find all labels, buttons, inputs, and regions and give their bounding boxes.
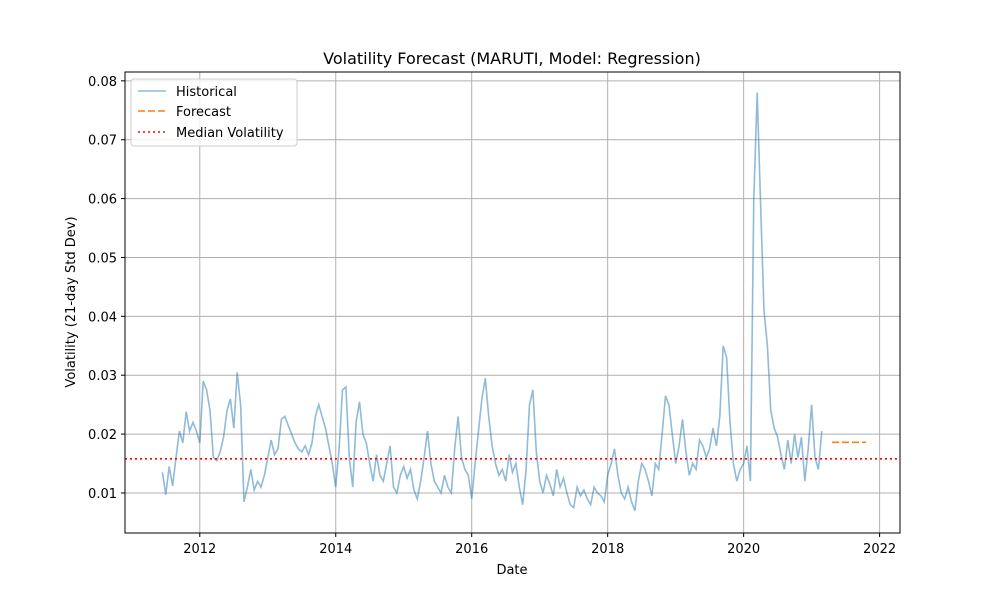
y-tick-label: 0.08 [88,75,117,90]
legend-median-label: Median Volatility [176,126,284,141]
y-tick-label: 0.05 [88,251,117,266]
legend-historical-label: Historical [176,85,237,100]
legend-box [130,78,298,147]
grid-lines [125,72,900,533]
plot-frame [124,71,901,534]
y-tick-label: 0.03 [88,369,117,384]
x-tick-label: 2016 [455,542,488,557]
x-tick-label: 2014 [319,542,352,557]
y-tick-label: 0.06 [88,193,117,208]
x-tick-label: 2020 [727,542,760,557]
x-tick-label: 2018 [591,542,624,557]
y-axis-ticks: 0.01 0.02 0.03 0.04 0.05 0.06 0.07 0.08 [88,75,125,502]
y-tick-label: 0.01 [88,487,117,502]
chart-title: Volatility Forecast (MARUTI, Model: Regr… [323,49,701,68]
x-axis-label: Date [496,563,527,578]
legend-forecast-label: Forecast [176,105,231,120]
y-tick-label: 0.04 [88,310,117,325]
x-tick-label: 2022 [863,542,896,557]
plot-area [125,92,900,511]
x-axis-ticks: 2012 2014 2016 2018 2020 2022 [183,533,896,557]
x-tick-label: 2012 [183,542,216,557]
y-axis-label: Volatility (21-day Std Dev) [64,216,79,387]
legend: Historical Forecast Median Volatility [130,78,298,147]
y-tick-label: 0.02 [88,428,117,443]
y-tick-label: 0.07 [88,134,117,149]
historical-series-line [161,92,823,511]
